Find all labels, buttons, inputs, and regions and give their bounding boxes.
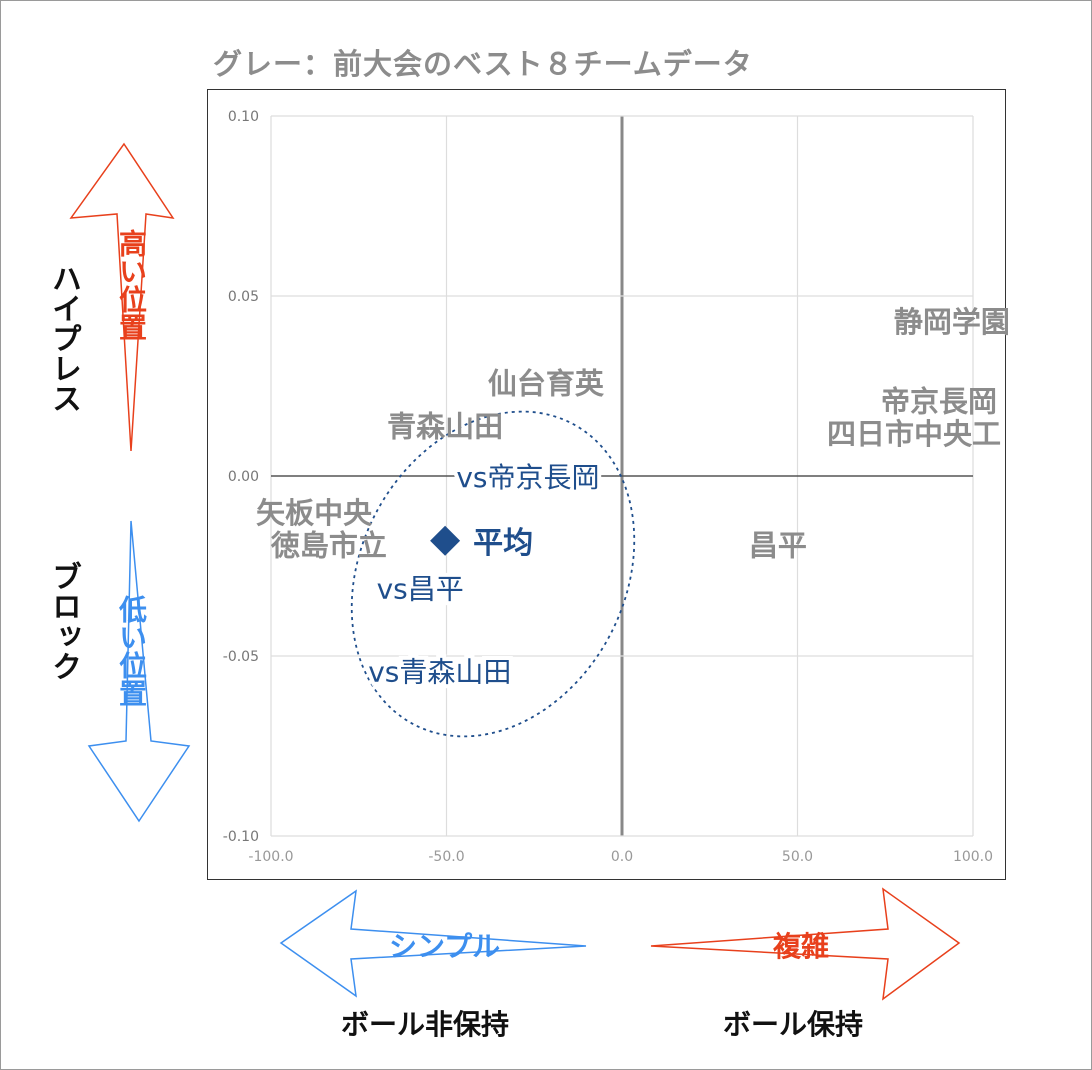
team-label: 帝京長岡 [881,384,997,418]
team-label: 静岡学園 [894,305,1010,339]
x-right-label: ボール保持 [723,1008,864,1041]
chart-title: グレー：前大会のベスト８チームデータ [213,47,753,81]
team-label: 青森山田 [387,410,503,444]
y-tick-label: 0.00 [228,469,259,485]
team-label: 徳島市立 [270,528,387,562]
x-tick-label: -100.0 [248,849,293,865]
x-tick-label: -50.0 [428,849,464,865]
x-left-sub-label: シンプル [389,930,501,963]
team-label: 昌平 [749,528,807,562]
x-left-label: ボール非保持 [341,1008,510,1041]
left-arrow-icon [279,889,587,998]
team-label: 仙台育英 [488,366,605,400]
y-bottom-sub-label: 低い位置 [115,595,148,707]
y-tick-label: 0.05 [228,289,259,305]
chart-frame [207,89,1006,880]
up-arrow-icon [69,142,175,452]
x-tick-label: 100.0 [953,849,993,865]
x-tick-label: 50.0 [782,849,813,865]
right-arrow-icon [650,887,961,1001]
average-marker [430,525,461,556]
y-top-sub-label: 高い位置 [115,229,148,341]
vs-label: vs青森山田 [368,655,511,688]
vs-label: vs帝京長岡 [456,461,599,494]
x-right-sub-label: 複雑 [773,930,830,963]
y-tick-label: 0.10 [228,109,259,125]
x-tick-label: 0.0 [611,849,633,865]
down-arrow-icon [87,520,191,823]
team-label: 矢板中央 [256,496,373,530]
y-top-label: ハイプレス [46,263,81,413]
dotted-ellipse [350,410,636,738]
vs-label: vs昌平 [377,573,464,606]
average-label: 平均 [473,526,533,561]
y-bottom-label: ブロック [46,561,81,681]
y-tick-label: -0.10 [223,829,259,845]
team-label: 四日市中央工 [827,417,1001,451]
y-tick-label: -0.05 [223,649,259,665]
